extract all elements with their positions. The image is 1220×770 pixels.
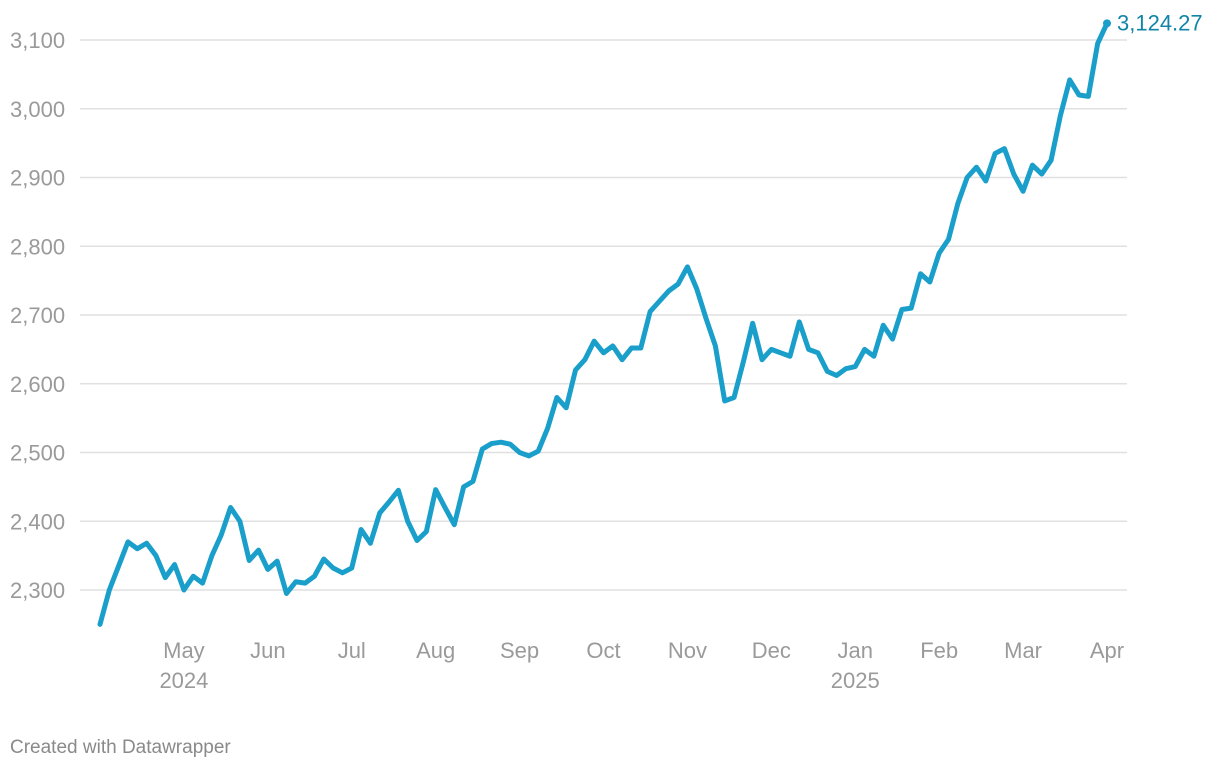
end-point: [1103, 19, 1111, 28]
x-tick-label: Oct: [586, 638, 620, 663]
x-tick-label: Jun: [250, 638, 285, 663]
y-tick-label: 2,600: [10, 372, 65, 397]
x-year-label: 2025: [831, 668, 880, 693]
y-tick-label: 2,500: [10, 441, 65, 466]
credit: Created with Datawrapper: [10, 737, 231, 758]
x-tick-label: Apr: [1090, 638, 1124, 663]
y-tick-label: 2,900: [10, 166, 65, 191]
price-line: [97, 20, 1110, 627]
x-tick-label: Nov: [668, 638, 707, 663]
x-year-label: 2024: [159, 668, 208, 693]
y-tick-label: 2,400: [10, 509, 65, 534]
y-tick-label: 3,100: [10, 28, 65, 53]
x-tick-label: Feb: [920, 638, 958, 663]
y-tick-label: 2,800: [10, 234, 65, 259]
x-tick-label: Sep: [500, 638, 539, 663]
x-tick-label: Dec: [752, 638, 791, 663]
y-tick-label: 2,300: [10, 578, 65, 603]
x-tick-label: Jan: [838, 638, 873, 663]
y-tick-label: 3,000: [10, 97, 65, 122]
x-tick-label: Jul: [338, 638, 366, 663]
end-label: 3,124.27: [1117, 10, 1203, 35]
y-tick-label: 2,700: [10, 303, 65, 328]
x-tick-label: Mar: [1004, 638, 1042, 663]
x-tick-label: May: [163, 638, 205, 663]
x-tick-label: Aug: [416, 638, 455, 663]
